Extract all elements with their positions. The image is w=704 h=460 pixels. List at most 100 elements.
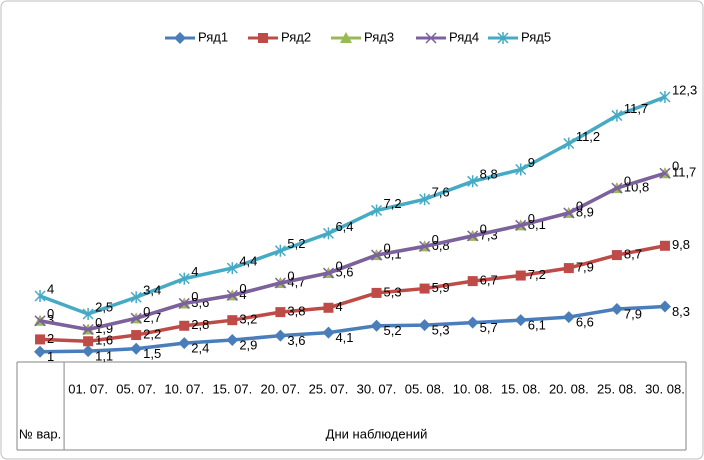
marker xyxy=(179,320,190,331)
data-label: 6,1 xyxy=(528,318,546,333)
data-label: 0 xyxy=(480,221,487,236)
marker xyxy=(611,250,622,261)
data-label: 5,2 xyxy=(384,323,402,338)
marker xyxy=(322,267,334,279)
data-label: 2 xyxy=(47,331,54,346)
data-label: 5,9 xyxy=(432,280,450,295)
marker xyxy=(515,270,526,281)
data-label: 2,5 xyxy=(95,299,113,314)
data-label: 2,4 xyxy=(191,341,209,356)
data-label: 0 xyxy=(624,174,631,189)
marker xyxy=(467,230,479,242)
data-label: 9,8 xyxy=(672,237,690,252)
marker xyxy=(227,315,238,326)
x-tick-label: 25. 07. xyxy=(309,381,349,396)
marker xyxy=(466,316,479,329)
data-label: 7,6 xyxy=(432,185,450,200)
marker xyxy=(130,342,143,355)
marker xyxy=(274,277,286,289)
data-label: 0 xyxy=(47,306,54,321)
data-label: 0 xyxy=(432,232,439,247)
data-label: 0 xyxy=(672,159,679,174)
x-tick-label: 20. 08. xyxy=(549,381,589,396)
marker xyxy=(467,276,478,287)
marker xyxy=(274,244,286,257)
x-tick-label: 25. 08. xyxy=(597,381,637,396)
marker xyxy=(275,307,286,318)
data-label: 2,9 xyxy=(239,337,257,352)
marker xyxy=(130,291,142,304)
data-label: 6,6 xyxy=(576,315,594,330)
data-label: 5,3 xyxy=(432,323,450,338)
data-label: 0 xyxy=(384,241,391,256)
data-label: 8,3 xyxy=(672,304,690,319)
marker xyxy=(610,303,623,316)
legend-label: Ряд1 xyxy=(198,29,228,44)
data-label: 0 xyxy=(239,281,246,296)
legend-label: Ряд2 xyxy=(281,29,311,44)
data-label: 0 xyxy=(576,198,583,213)
x-tick-label: 01. 07. xyxy=(68,381,108,396)
marker xyxy=(419,193,431,206)
marker xyxy=(82,323,94,336)
data-label: 7,2 xyxy=(384,196,402,211)
x-tick-label: 10. 08. xyxy=(453,381,493,396)
legend-label: Ряд3 xyxy=(364,29,394,44)
marker xyxy=(611,109,623,122)
x-tick-label: 15. 07. xyxy=(212,381,252,396)
data-label: 5,2 xyxy=(287,236,305,251)
data-label: 6,7 xyxy=(480,273,498,288)
data-label: 7,2 xyxy=(528,267,546,282)
marker xyxy=(515,219,527,231)
marker xyxy=(514,314,527,327)
data-label: 5,7 xyxy=(480,320,498,335)
data-label: 4,1 xyxy=(335,330,353,345)
marker xyxy=(419,240,431,252)
data-label: 11,7 xyxy=(624,101,648,116)
data-label: 3,6 xyxy=(287,333,305,348)
marker xyxy=(323,302,334,313)
marker xyxy=(371,204,383,217)
marker xyxy=(34,345,47,358)
marker xyxy=(370,319,383,332)
data-label: 1,1 xyxy=(95,349,113,364)
marker xyxy=(82,345,95,358)
data-label: 5,3 xyxy=(384,284,402,299)
x-tick-label: 20. 07. xyxy=(261,381,301,396)
marker xyxy=(611,182,623,194)
data-label: 9 xyxy=(528,155,535,170)
marker xyxy=(130,312,142,324)
series-line xyxy=(39,244,666,344)
data-label: 6,4 xyxy=(335,219,353,234)
marker xyxy=(274,329,287,342)
x-tick-label: 30. 07. xyxy=(357,381,397,396)
data-label: 8,8 xyxy=(480,167,498,182)
marker xyxy=(515,163,527,176)
data-label: 2,8 xyxy=(191,317,209,332)
data-label: 4,4 xyxy=(239,254,257,269)
marker xyxy=(659,167,671,179)
marker xyxy=(226,262,238,275)
marker xyxy=(131,330,142,341)
data-label: 3,2 xyxy=(239,312,257,327)
x-tick-label: 05. 08. xyxy=(405,381,445,396)
marker xyxy=(659,240,670,251)
data-label: 4 xyxy=(47,281,54,296)
data-label: 0 xyxy=(528,211,535,226)
marker xyxy=(497,32,509,44)
marker xyxy=(322,326,335,339)
marker xyxy=(563,207,575,219)
series-line xyxy=(39,95,666,316)
x-tick-label: 15. 08. xyxy=(501,381,541,396)
marker xyxy=(340,32,352,43)
group-label: № вар. xyxy=(19,426,61,441)
series-line xyxy=(39,171,666,332)
data-label: 11,2 xyxy=(576,129,600,144)
data-label: 0 xyxy=(191,289,198,304)
data-label: 1,5 xyxy=(143,346,161,361)
marker xyxy=(258,33,268,43)
marker xyxy=(34,290,46,302)
data-label: 0 xyxy=(335,258,342,273)
data-label: 2,2 xyxy=(143,326,161,341)
